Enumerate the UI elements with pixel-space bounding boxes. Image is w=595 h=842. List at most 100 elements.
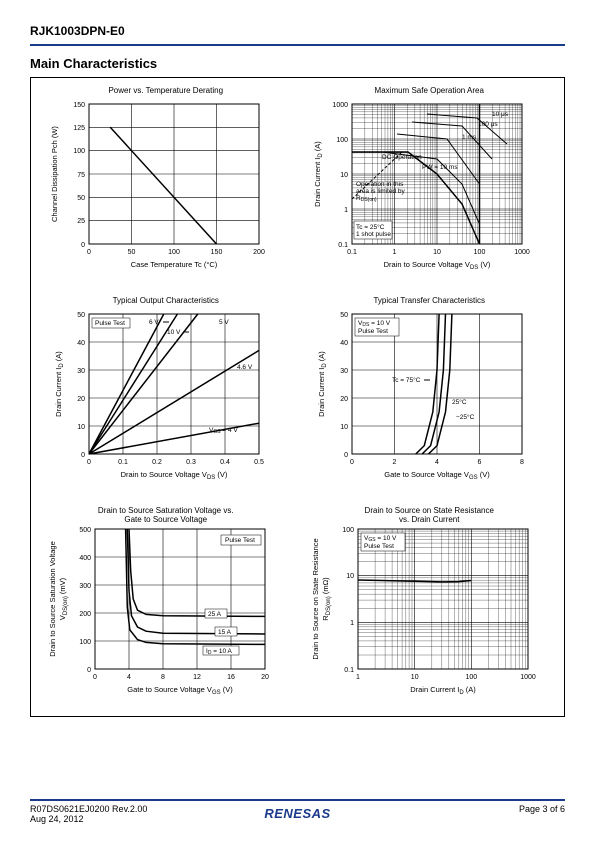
svg-text:DC Operation: DC Operation: [382, 154, 422, 161]
svg-text:Gate to Source Voltage VGS: Gate to Source Voltage VGS (V): [127, 685, 233, 696]
svg-text:Tc = 75°C: Tc = 75°C: [392, 376, 421, 384]
svg-text:500: 500: [79, 527, 91, 534]
svg-text:16: 16: [227, 674, 235, 681]
svg-text:0.3: 0.3: [186, 459, 196, 466]
chart-vdson-vgs: Drain to Source Saturation Voltage vs.Ga…: [35, 506, 297, 712]
svg-text:−25°C: −25°C: [456, 413, 475, 421]
chart-title: Maximum Safe Operation Area: [299, 86, 561, 95]
svg-text:50: 50: [77, 195, 85, 202]
svg-text:1: 1: [393, 249, 397, 256]
svg-text:8: 8: [520, 459, 524, 466]
svg-text:VDS = 10 V: VDS = 10 V: [358, 320, 391, 328]
svg-text:1: 1: [356, 674, 360, 681]
svg-text:300: 300: [79, 583, 91, 590]
footer-logo: RENESAS: [264, 806, 330, 821]
svg-text:1: 1: [344, 207, 348, 214]
svg-text:75: 75: [77, 172, 85, 179]
svg-text:10: 10: [77, 424, 85, 431]
svg-text:10: 10: [340, 424, 348, 431]
svg-text:4: 4: [435, 459, 439, 466]
svg-text:100 μs: 100 μs: [478, 121, 498, 128]
svg-text:100: 100: [474, 249, 486, 256]
svg-text:Drain Current ID (A): Drain Current ID (A): [317, 351, 328, 417]
svg-text:50: 50: [127, 249, 135, 256]
chart-title: Typical Output Characteristics: [35, 296, 297, 305]
svg-text:Pulse Test: Pulse Test: [364, 543, 394, 550]
svg-text:0.4: 0.4: [220, 459, 230, 466]
svg-text:10 μs: 10 μs: [492, 111, 509, 118]
chart-power-derating: Power vs. Temperature Derating 0 50 100 …: [35, 86, 297, 292]
svg-text:Drain to Source Voltage VDS: Drain to Source Voltage VDS (V): [120, 470, 227, 481]
svg-text:Case Temperature Tc (°C): Case Temperature Tc (°C): [130, 260, 217, 269]
svg-text:0: 0: [87, 667, 91, 674]
svg-text:10: 10: [433, 249, 441, 256]
svg-text:100: 100: [343, 527, 355, 534]
chart-title: Power vs. Temperature Derating: [35, 86, 297, 95]
svg-text:20: 20: [77, 396, 85, 403]
svg-text:0.5: 0.5: [254, 459, 264, 466]
svg-text:1000: 1000: [514, 249, 530, 256]
chart-rdson-id: Drain to Source on State Resistancevs. D…: [299, 506, 561, 712]
svg-text:40: 40: [77, 340, 85, 347]
svg-text:12: 12: [193, 674, 201, 681]
chart-title: Drain to Source on State Resistancevs. D…: [299, 506, 561, 524]
chart-title: Drain to Source Saturation Voltage vs.Ga…: [35, 506, 297, 524]
svg-text:ID = 10 A: ID = 10 A: [206, 648, 233, 656]
chart-transfer: Typical Transfer Characteristics VDS = 1…: [299, 296, 561, 502]
svg-text:Pulse Test: Pulse Test: [225, 537, 255, 544]
svg-text:100: 100: [337, 137, 349, 144]
svg-text:30: 30: [77, 368, 85, 375]
svg-text:Drain Current ID (A): Drain Current ID (A): [313, 141, 324, 207]
svg-text:Tc = 25°C: Tc = 25°C: [356, 223, 385, 231]
svg-text:6: 6: [478, 459, 482, 466]
svg-text:1 shot pulse: 1 shot pulse: [356, 231, 391, 238]
svg-text:0: 0: [344, 452, 348, 459]
svg-text:0: 0: [93, 674, 97, 681]
svg-text:100: 100: [79, 639, 91, 646]
svg-text:1000: 1000: [333, 102, 349, 109]
svg-text:1 ms: 1 ms: [462, 134, 477, 141]
svg-text:8: 8: [161, 674, 165, 681]
svg-text:10: 10: [340, 172, 348, 179]
svg-text:Drain to Source Voltage VDS: Drain to Source Voltage VDS (V): [384, 260, 491, 271]
svg-text:4.6 V: 4.6 V: [237, 364, 253, 371]
svg-text:30: 30: [340, 368, 348, 375]
svg-text:0: 0: [87, 459, 91, 466]
svg-text:1000: 1000: [520, 674, 536, 681]
svg-text:125: 125: [73, 125, 85, 132]
svg-text:0: 0: [87, 249, 91, 256]
svg-text:VGS = 4 V: VGS = 4 V: [209, 427, 238, 435]
svg-text:0: 0: [350, 459, 354, 466]
svg-text:Drain Current ID (A): Drain Current ID (A): [410, 685, 476, 696]
svg-text:25: 25: [77, 218, 85, 225]
svg-text:10: 10: [346, 573, 354, 580]
svg-text:0: 0: [81, 242, 85, 249]
svg-text:Channel Dissipation Pch (W: Channel Dissipation Pch (W): [50, 126, 59, 222]
svg-text:20: 20: [261, 674, 269, 681]
svg-text:15 A: 15 A: [218, 629, 232, 636]
svg-text:10: 10: [411, 674, 419, 681]
svg-text:Drain to Source Saturation Vol: Drain to Source Saturation Voltage: [48, 541, 57, 657]
svg-text:10 V: 10 V: [167, 329, 181, 336]
section-title: Main Characteristics: [30, 56, 565, 71]
chart-output: Typical Output Characteristics: [35, 296, 297, 502]
svg-text:50: 50: [340, 312, 348, 319]
svg-text:Pulse Test: Pulse Test: [95, 320, 125, 327]
svg-text:0.1: 0.1: [345, 667, 355, 674]
svg-text:Drain Current ID (A): Drain Current ID (A): [54, 351, 65, 417]
svg-text:1: 1: [350, 620, 354, 627]
svg-text:0.1: 0.1: [339, 242, 349, 249]
svg-text:5 V: 5 V: [219, 319, 229, 326]
svg-text:Gate to Source Voltage VGS: Gate to Source Voltage VGS (V): [385, 470, 491, 481]
svg-text:25°C: 25°C: [452, 398, 467, 406]
svg-text:PW = 10 ms: PW = 10 ms: [422, 164, 458, 171]
svg-text:0.1: 0.1: [347, 249, 357, 256]
svg-text:0: 0: [81, 452, 85, 459]
svg-text:100: 100: [168, 249, 180, 256]
svg-text:40: 40: [340, 340, 348, 347]
svg-text:150: 150: [73, 102, 85, 109]
svg-text:400: 400: [79, 555, 91, 562]
page-footer: R07DS0621EJ0200 Rev.2.00 Aug 24, 2012 RE…: [30, 799, 565, 824]
svg-text:Drain to Source on State Resis: Drain to Source on State Resistance: [311, 538, 320, 659]
svg-text:0.1: 0.1: [118, 459, 128, 466]
